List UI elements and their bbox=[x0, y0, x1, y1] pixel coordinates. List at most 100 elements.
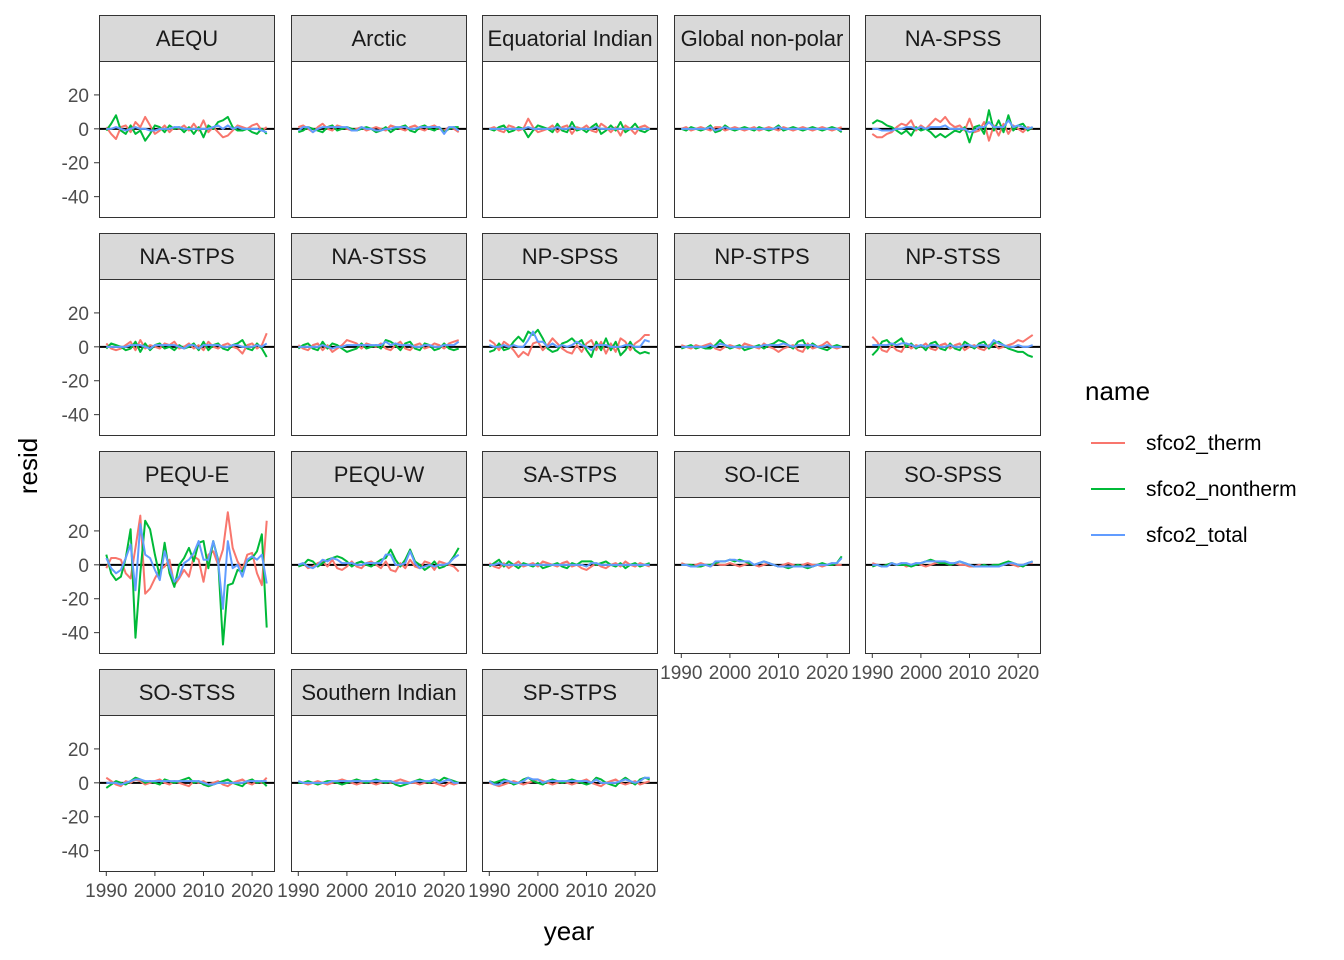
panel-title: NP-STPS bbox=[714, 244, 809, 269]
series-line-sfco2-total bbox=[105, 523, 268, 610]
y-tick-label: -20 bbox=[62, 590, 89, 611]
y-tick-label: -20 bbox=[62, 154, 89, 175]
panel-strip bbox=[674, 15, 850, 62]
series-line-sfco2-total bbox=[681, 342, 842, 348]
series-line-sfco2-total bbox=[298, 340, 460, 350]
axes: 20 0 -20 -40 20 0 -20 -40 20 0 -20 -40 1990 2000 2010 2… bbox=[62, 86, 1040, 902]
panel-title: Arctic bbox=[352, 26, 407, 51]
series-line-sfco2-total bbox=[297, 126, 460, 135]
panel-strip bbox=[99, 451, 275, 498]
series-line-sfco2-total bbox=[106, 124, 268, 134]
panel-aequ: AEQU bbox=[99, 15, 275, 218]
panel-series bbox=[674, 339, 849, 353]
series-line-sfco2-therm bbox=[488, 333, 650, 358]
x-tick-label: 1990 bbox=[660, 663, 702, 684]
y-tick-label: 0 bbox=[78, 120, 89, 141]
panel-border bbox=[99, 61, 275, 218]
legend: name sfco2_therm sfco2_nontherm sfco2_tota… bbox=[1085, 376, 1297, 547]
x-tick-label: 2010 bbox=[182, 881, 224, 902]
series-line-sfco2-total bbox=[106, 778, 267, 786]
panel-title: PEQU-W bbox=[334, 462, 425, 487]
panel-title: AEQU bbox=[156, 26, 218, 51]
y-tick-label: 20 bbox=[68, 304, 89, 325]
panel-border bbox=[99, 715, 275, 872]
panel-southern-indian: Southern Indian bbox=[291, 669, 467, 872]
panel-title: Southern Indian bbox=[301, 680, 456, 705]
panel-strip bbox=[482, 15, 658, 62]
legend-item-sfco2-nontherm: sfco2_nontherm bbox=[1091, 478, 1297, 501]
panel-sa-stps: SA-STPS bbox=[482, 451, 658, 654]
panel-na-spss: NA-SPSS bbox=[865, 15, 1041, 218]
panel-equatorial-indian: Equatorial Indian bbox=[482, 15, 658, 218]
panel-title: Equatorial Indian bbox=[487, 26, 652, 51]
x-tick-label: 2000 bbox=[517, 881, 559, 902]
panel-series bbox=[482, 117, 657, 139]
panel-border bbox=[482, 279, 658, 436]
x-tick-label: 2000 bbox=[326, 881, 368, 902]
panel-np-spss: NP-SPSS bbox=[482, 233, 658, 436]
y-tick-label: 0 bbox=[78, 774, 89, 795]
y-axis-title: resid bbox=[13, 438, 43, 494]
panel-title: SO-SPSS bbox=[904, 462, 1002, 487]
panel-strip bbox=[291, 451, 467, 498]
panel-series bbox=[674, 124, 849, 134]
panel-global-non-polar: Global non-polar bbox=[674, 15, 850, 218]
panel-series bbox=[99, 114, 274, 142]
legend-title: name bbox=[1085, 376, 1150, 406]
panel-border bbox=[291, 497, 467, 654]
panel-series bbox=[291, 122, 466, 135]
x-tick-label: 2000 bbox=[134, 881, 176, 902]
legend-label: sfco2_total bbox=[1146, 524, 1248, 547]
panel-border bbox=[291, 279, 467, 436]
panel-border bbox=[865, 279, 1041, 436]
panel-series bbox=[99, 332, 274, 358]
panel-title: SO-STSS bbox=[139, 680, 236, 705]
panel-border bbox=[482, 497, 658, 654]
panel-title: SP-STPS bbox=[523, 680, 617, 705]
panel-pequ-w: PEQU-W bbox=[291, 451, 467, 654]
x-tick-label: 2020 bbox=[423, 881, 465, 902]
y-tick-label: 0 bbox=[78, 338, 89, 359]
facet-panels: AEQU Arctic Equatorial Indian Global non-po… bbox=[99, 15, 1041, 872]
series-line-sfco2-total bbox=[488, 330, 651, 352]
legend-item-sfco2-total: sfco2_total bbox=[1091, 524, 1248, 547]
y-tick-label: -40 bbox=[62, 406, 89, 427]
panel-border bbox=[674, 61, 850, 218]
panel-border bbox=[674, 279, 850, 436]
panel-pequ-e: PEQU-E bbox=[99, 451, 275, 654]
x-tick-label: 1990 bbox=[277, 881, 319, 902]
y-tick-label: 20 bbox=[68, 86, 89, 107]
y-tick-label: 20 bbox=[68, 522, 89, 543]
x-tick-label: 1990 bbox=[468, 881, 510, 902]
panel-series bbox=[291, 339, 466, 353]
panel-border bbox=[482, 715, 658, 872]
panel-series bbox=[865, 109, 1040, 144]
x-axis-title: year bbox=[544, 916, 595, 946]
x-tick-label: 2010 bbox=[565, 881, 607, 902]
panel-title: NA-STPS bbox=[139, 244, 234, 269]
panel-border bbox=[865, 497, 1041, 654]
panel-sp-stps: SP-STPS bbox=[482, 669, 658, 872]
panel-title: Global non-polar bbox=[681, 26, 844, 51]
x-tick-label: 1990 bbox=[851, 663, 893, 684]
series-line-sfco2-total bbox=[106, 342, 268, 350]
series-line-sfco2-therm bbox=[105, 332, 268, 355]
series-line-sfco2-total bbox=[489, 562, 650, 568]
panel-border bbox=[674, 497, 850, 654]
y-tick-label: -20 bbox=[62, 372, 89, 393]
panel-series bbox=[482, 328, 657, 358]
panel-series bbox=[674, 555, 849, 570]
panel-title: NA-STSS bbox=[331, 244, 426, 269]
panel-series bbox=[482, 776, 657, 788]
x-tick-label: 2000 bbox=[709, 663, 751, 684]
panel-border bbox=[99, 279, 275, 436]
y-tick-label: -40 bbox=[62, 842, 89, 863]
panel-title: SO-ICE bbox=[724, 462, 800, 487]
panel-strip bbox=[291, 669, 467, 716]
series-line-sfco2-nontherm bbox=[488, 328, 651, 358]
panel-series bbox=[865, 558, 1040, 568]
series-line-sfco2-total bbox=[681, 126, 843, 132]
panel-title: SA-STPS bbox=[523, 462, 617, 487]
panel-border bbox=[865, 61, 1041, 218]
x-tick-label: 2010 bbox=[948, 663, 990, 684]
